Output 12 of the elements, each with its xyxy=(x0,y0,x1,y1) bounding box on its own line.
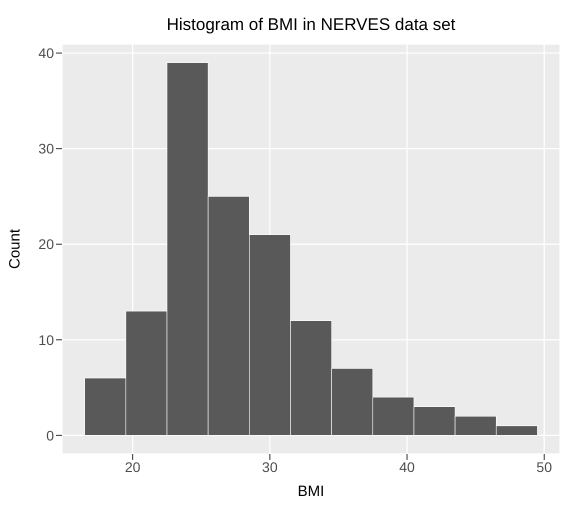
x-axis-title: BMI xyxy=(298,483,324,500)
y-tick-label: 30 xyxy=(38,140,54,157)
chart-title: Histogram of BMI in NERVES data set xyxy=(166,15,456,34)
x-tick-label: 50 xyxy=(536,458,552,475)
x-tick-label: 20 xyxy=(124,458,141,475)
y-tick-label: 20 xyxy=(38,236,54,252)
x-tick-label: 30 xyxy=(262,458,278,475)
y-tick-label: 40 xyxy=(38,45,54,62)
x-tick-label: 40 xyxy=(399,458,416,475)
y-axis-title: Count xyxy=(6,228,24,270)
y-tick-label: 10 xyxy=(38,332,54,348)
y-tick-label: 0 xyxy=(46,427,54,444)
